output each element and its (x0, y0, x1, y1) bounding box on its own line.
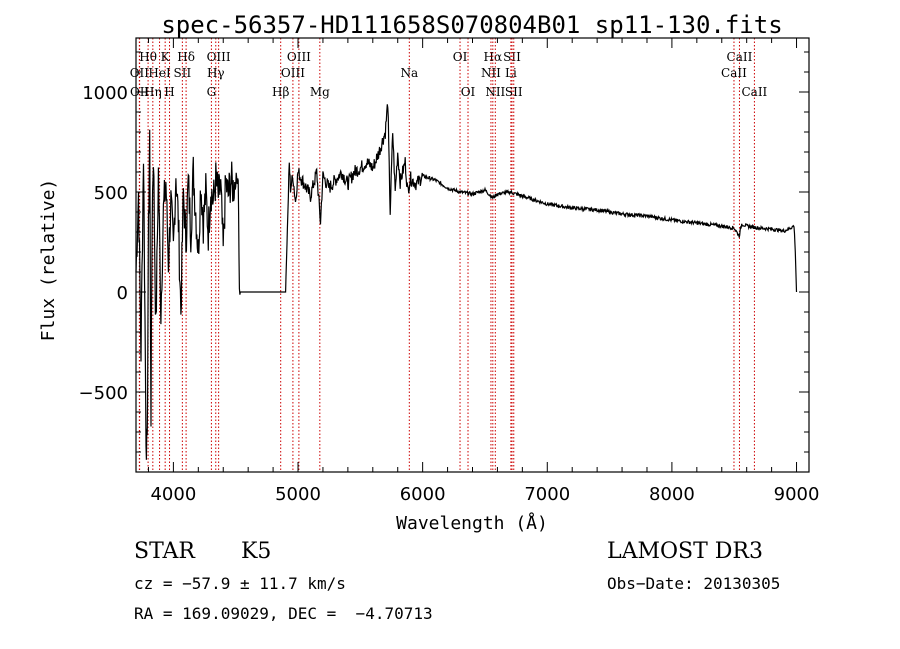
x-tick-label: 5000 (275, 484, 321, 505)
coordinates-readout: RA = 169.09029, DEC = −4.70713 (134, 604, 433, 623)
x-tick-label: 4000 (150, 484, 196, 505)
y-tick-label: −500 (79, 383, 128, 404)
chart-title: spec-56357-HD111658S070804B01_sp11-130.f… (161, 11, 782, 39)
reference-line-label: Li (505, 66, 517, 80)
x-tick-label: 8000 (649, 484, 695, 505)
reference-line-label: Hη (144, 85, 162, 99)
plot-frame (135, 37, 810, 473)
reference-line-label: Hθ (139, 50, 157, 64)
observation-date: Obs−Date: 20130305 (607, 574, 781, 593)
axes: 4000 5000 6000 7000 8000 9000 −500 0 500 1000 (79, 38, 820, 505)
reference-line-label: K (161, 50, 171, 64)
object-subclass: K5 (241, 539, 272, 564)
reference-line-label: CaII (741, 85, 767, 99)
reference-line-label: OIII (287, 50, 311, 64)
reference-line-label: HeI (148, 66, 171, 80)
reference-line-label: SII (503, 50, 521, 64)
reference-line-label: OI (461, 85, 476, 99)
reference-line-label: G (207, 85, 217, 99)
reference-line-label: Hδ (177, 50, 195, 64)
reference-line-label: SII (505, 85, 523, 99)
reference-line-label: OI (453, 50, 468, 64)
reference-line-label: CaII (727, 50, 753, 64)
y-tick-label: 500 (94, 183, 128, 204)
y-axis-label: Flux (relative) (38, 179, 59, 342)
reference-line-label: SII (174, 66, 192, 80)
reference-line-label: NII (481, 66, 501, 80)
x-tick-label: 6000 (400, 484, 446, 505)
reference-line-label: Hβ (272, 85, 289, 99)
y-tick-label: 1000 (82, 83, 128, 104)
reference-line-label: OIII (207, 50, 231, 64)
reference-line-label: OIII (281, 66, 305, 80)
reference-line-label: Hα (484, 50, 503, 64)
reference-line-label: Mg (310, 85, 330, 99)
reference-line-label: NII (485, 85, 505, 99)
survey-label: LAMOST DR3 (607, 539, 763, 564)
x-axis-label: Wavelength (Å) (396, 512, 548, 534)
reference-line-label: H (164, 85, 174, 99)
spectrum-series-line (135, 104, 798, 460)
x-tick-label: 9000 (774, 484, 820, 505)
object-class: STAR (134, 539, 195, 564)
redshift-readout: cz = −57.9 ± 11.7 km/s (134, 574, 346, 593)
reference-line-label: CaII (721, 66, 747, 80)
y-tick-label: 0 (117, 283, 128, 304)
reference-line-label: Hγ (207, 66, 225, 80)
reference-line-label: Na (400, 66, 418, 80)
x-tick-label: 7000 (524, 484, 570, 505)
